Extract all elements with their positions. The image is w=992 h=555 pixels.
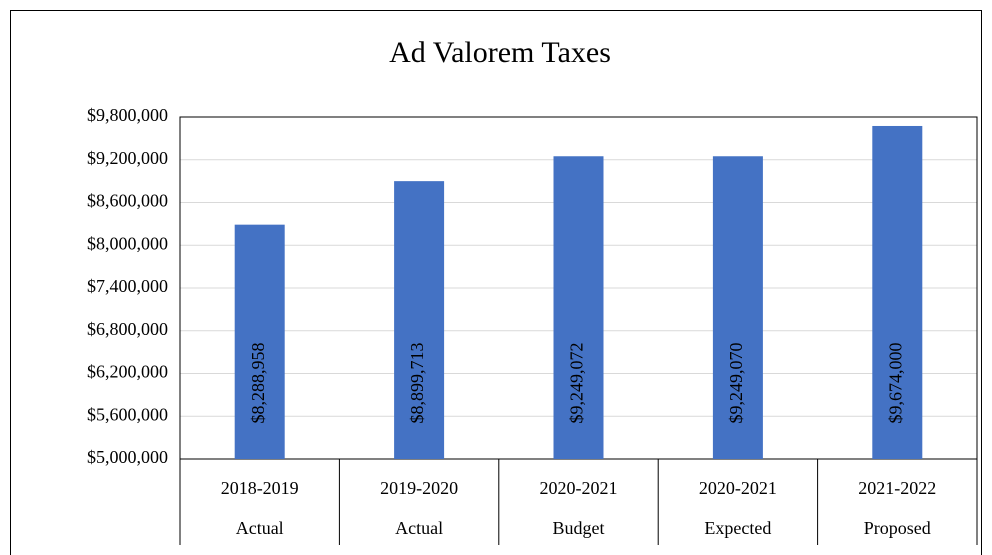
bar: [872, 125, 923, 459]
y-tick-label: $5,000,000: [87, 447, 168, 467]
y-tick-label: $8,000,000: [87, 233, 168, 253]
x-tick-label: 2020-2021: [699, 478, 777, 498]
y-tick-label: $9,200,000: [87, 148, 168, 168]
y-tick-label: $5,600,000: [87, 404, 168, 424]
x-tick-sublabel: Proposed: [864, 518, 931, 538]
data-label: $8,288,958: [248, 343, 268, 424]
y-tick-label: $9,800,000: [87, 105, 168, 125]
x-tick-sublabel: Actual: [236, 518, 284, 538]
bar: [553, 156, 604, 460]
bar: [234, 224, 285, 459]
chart-border: [10, 10, 982, 555]
bar: [712, 156, 763, 459]
x-tick-label: 2019-2020: [380, 478, 458, 498]
x-tick-sublabel: Actual: [395, 518, 443, 538]
x-tick-sublabel: Budget: [553, 518, 605, 538]
y-tick-label: $8,600,000: [87, 191, 168, 211]
y-tick-label: $6,800,000: [87, 319, 168, 339]
bar: [394, 181, 445, 459]
x-tick-label: 2021-2022: [858, 478, 936, 498]
data-label: $9,249,070: [726, 343, 746, 424]
x-tick-label: 2018-2019: [221, 478, 299, 498]
chart-title: Ad Valorem Taxes: [389, 36, 611, 69]
y-tick-label: $6,200,000: [87, 362, 168, 382]
data-label: $9,674,000: [885, 343, 905, 424]
x-tick-label: 2020-2021: [540, 478, 618, 498]
data-label: $8,899,713: [407, 343, 427, 424]
data-label: $9,249,072: [567, 343, 587, 424]
x-tick-sublabel: Expected: [704, 518, 771, 538]
y-tick-label: $7,400,000: [87, 276, 168, 296]
